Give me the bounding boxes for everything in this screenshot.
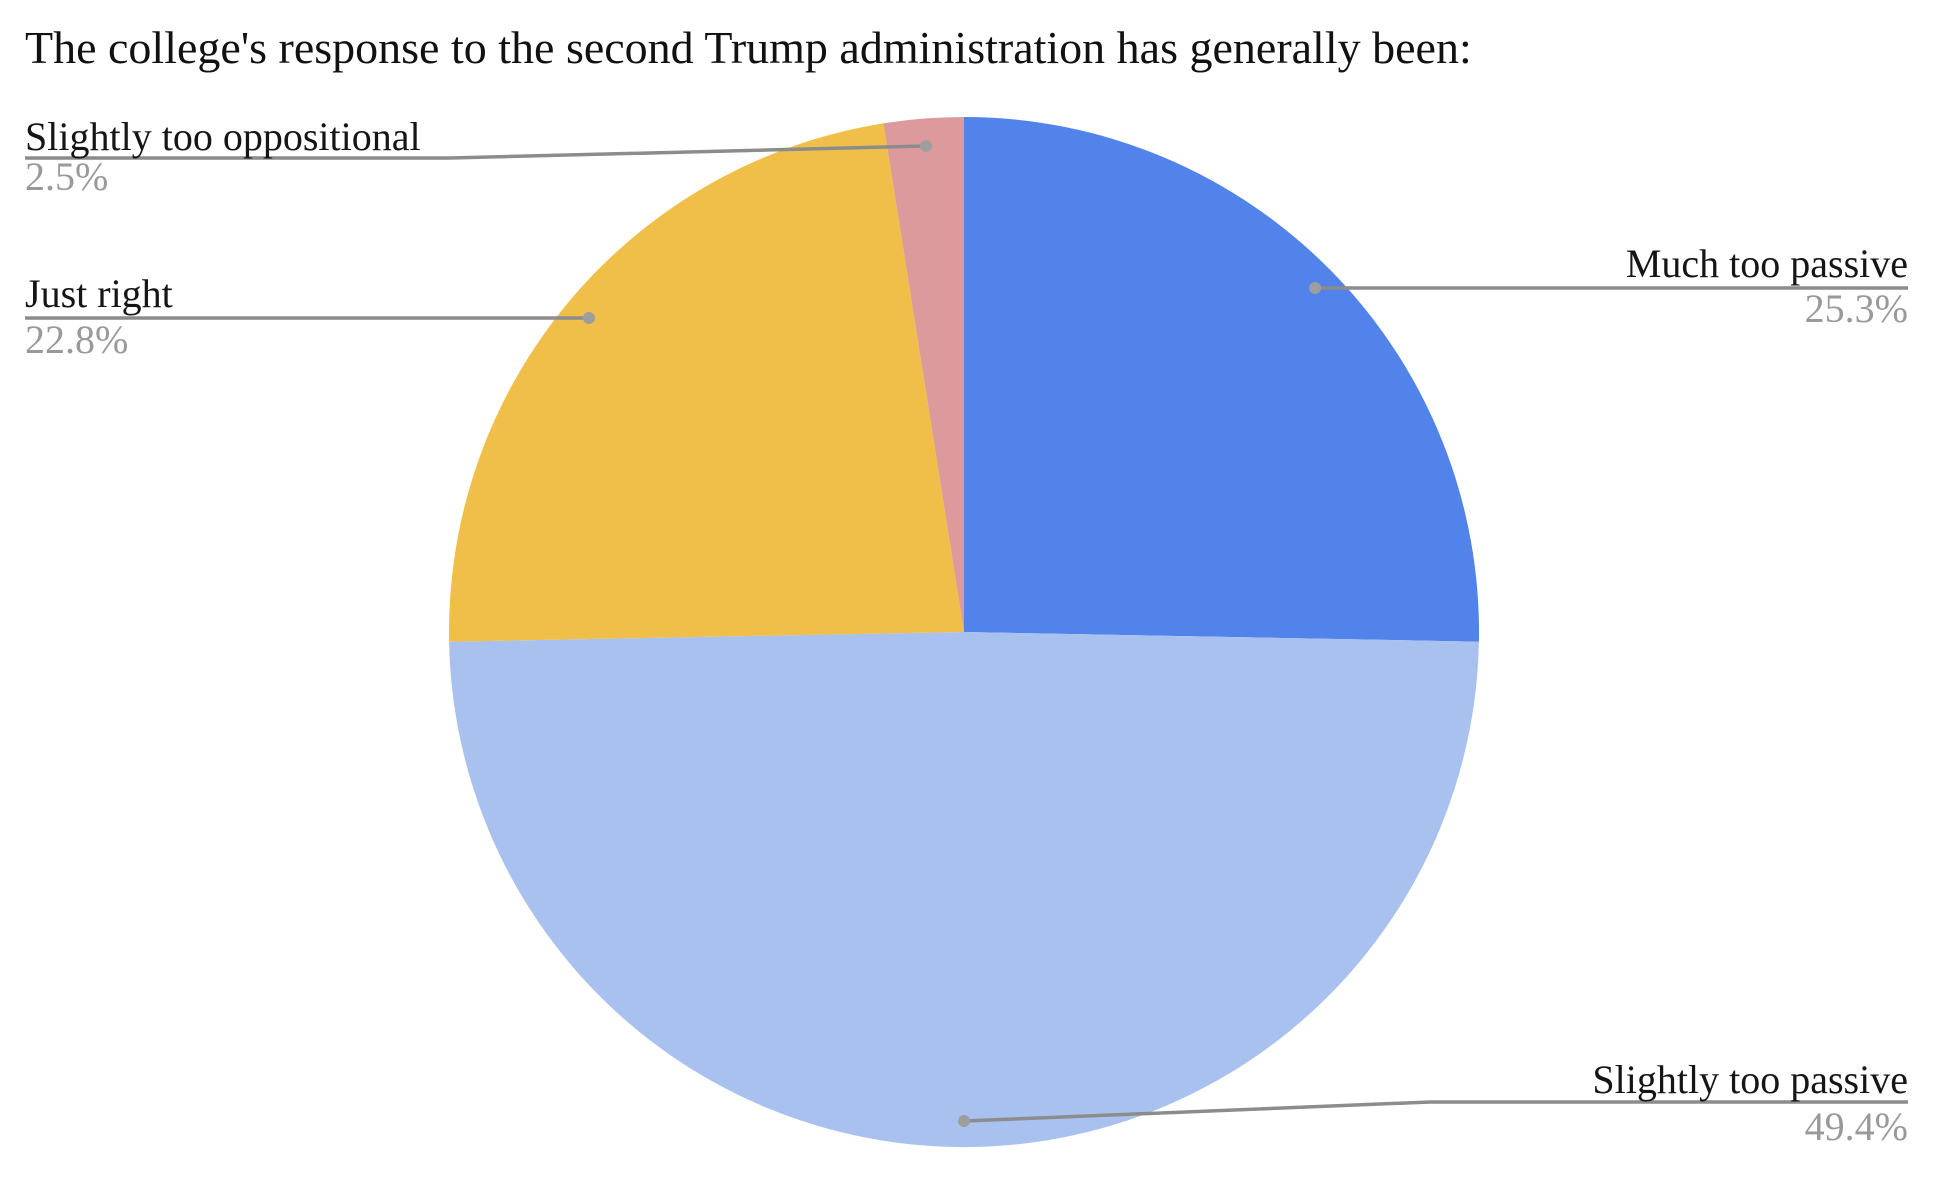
slice-label-slightly-too-passive: Slightly too passive (1592, 1057, 1908, 1102)
pie-slice-much-too-passive (964, 117, 1480, 642)
leader-line-slightly-too-oppositional (25, 144, 927, 160)
slice-labels: Much too passive 25.3% Slightly too pass… (25, 114, 1908, 1149)
slice-pct-slightly-too-oppositional: 2.5% (25, 154, 108, 199)
slice-anchor-dot-much-too-passive (1309, 282, 1321, 294)
pie-slice-just-right (448, 123, 965, 642)
chart-title: The college's response to the second Tru… (25, 22, 1472, 73)
slice-pct-slightly-too-passive: 49.4% (1805, 1104, 1908, 1149)
leader-lines (25, 140, 1908, 1127)
pie-slice-slightly-too-oppositional (883, 117, 964, 632)
leader-line-slightly-too-passive (963, 1100, 1908, 1123)
slice-pct-much-too-passive: 25.3% (1805, 286, 1908, 331)
slice-label-much-too-passive: Much too passive (1626, 241, 1908, 286)
slice-anchor-dot-just-right (583, 312, 595, 324)
pie-slices (448, 117, 1480, 1148)
slice-pct-just-right: 22.8% (25, 317, 128, 362)
pie-slice-slightly-too-passive (449, 632, 1479, 1148)
slice-anchor-dot-slightly-too-oppositional (920, 140, 932, 152)
slice-anchor-dot-slightly-too-passive (958, 1115, 970, 1127)
slice-label-just-right: Just right (25, 271, 173, 316)
slice-label-slightly-too-oppositional: Slightly too oppositional (25, 114, 421, 159)
